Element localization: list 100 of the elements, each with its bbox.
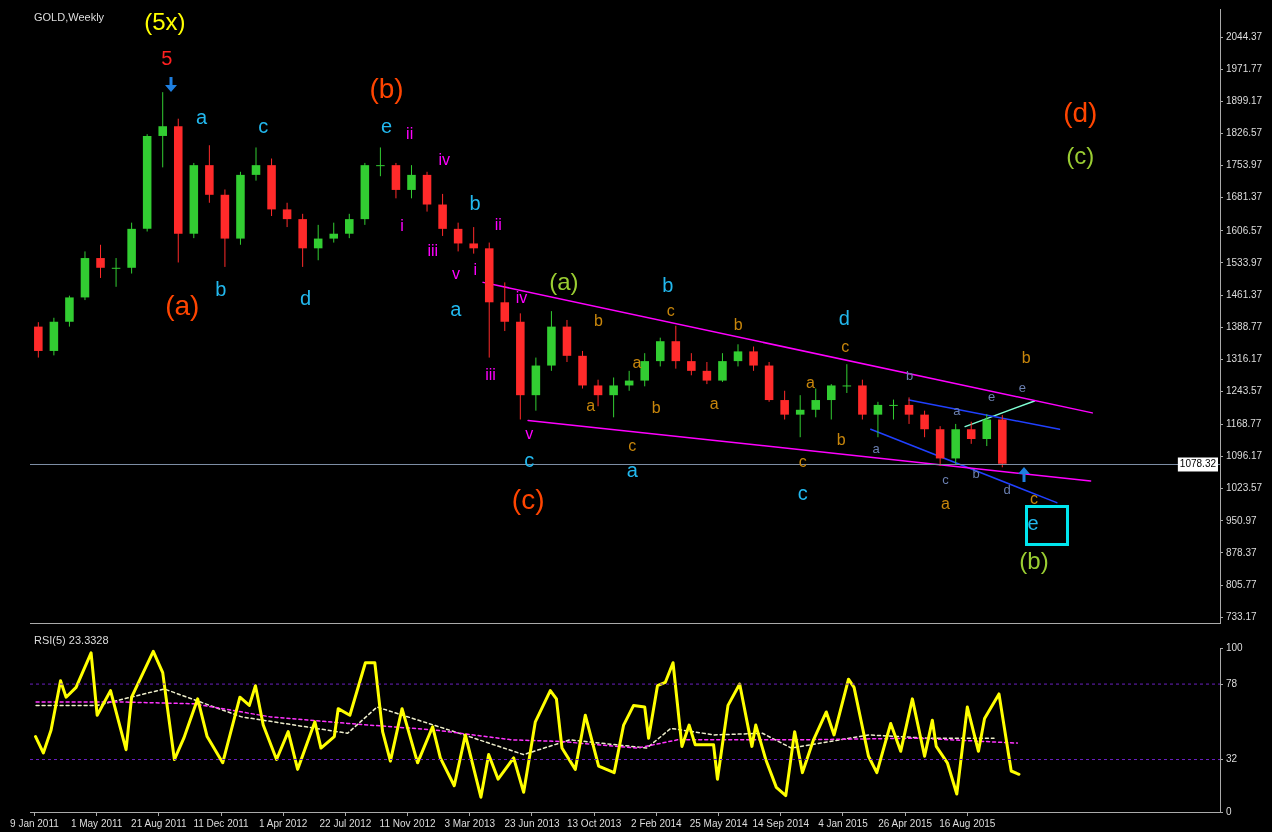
annotation: c	[666, 302, 675, 320]
candlestick	[687, 352, 696, 376]
y-tick-label: 805.77	[1226, 578, 1258, 590]
annotation: d	[838, 307, 850, 330]
candlestick	[671, 325, 681, 370]
y-tick-label: 2044.37	[1226, 30, 1263, 42]
annotation: c	[942, 471, 950, 487]
candlestick	[749, 346, 758, 372]
x-tick-label: 4 Jan 2015	[818, 817, 869, 829]
annotation: (c)	[1066, 142, 1095, 170]
candlestick	[966, 421, 976, 445]
candlestick	[345, 213, 354, 239]
candlestick	[811, 388, 821, 418]
x-tick-label: 14 Sep 2014	[752, 817, 810, 829]
annotation: ii	[406, 124, 414, 142]
y-tick-label: 878.37	[1226, 546, 1258, 558]
annotation: (d)	[1063, 97, 1098, 129]
candlestick	[96, 244, 105, 279]
annotation: iv	[438, 150, 451, 168]
annotation: (5x)	[144, 8, 186, 36]
y-tick-label: 733.17	[1226, 610, 1258, 622]
y-tick-label: 1826.57	[1226, 127, 1263, 139]
annotation: a	[940, 495, 950, 513]
x-tick-label: 1 May 2011	[70, 817, 123, 829]
candlestick	[780, 390, 789, 421]
candlestick	[609, 376, 618, 418]
annotation: (b)	[369, 72, 404, 104]
candlestick	[251, 146, 261, 182]
y-tick-label: 1606.57	[1226, 224, 1263, 236]
candlestick	[718, 352, 727, 383]
annotation: i	[473, 261, 477, 279]
y-tick-label: 1096.17	[1226, 450, 1263, 462]
y-tick-label: 1533.97	[1226, 256, 1263, 268]
x-tick-label: 2 Feb 2014	[631, 817, 683, 829]
y-tick-label: 100	[1226, 641, 1244, 653]
x-tick-label: 3 Mar 2013	[444, 817, 496, 829]
y-tick-label: 78	[1226, 677, 1238, 689]
annotation: c	[1030, 490, 1039, 508]
annotation: a	[626, 458, 639, 481]
annotation: b	[215, 278, 227, 301]
x-tick-label: 16 Aug 2015	[939, 817, 996, 829]
annotation: i	[400, 217, 404, 235]
candlestick	[407, 164, 416, 199]
chart-title: GOLD,Weekly	[34, 10, 105, 23]
annotation: iii	[485, 366, 496, 384]
annotation: d	[300, 286, 312, 309]
y-tick-label: 1316.17	[1226, 353, 1263, 365]
annotation: a	[806, 373, 816, 391]
candlestick	[329, 222, 339, 244]
y-tick-label: 32	[1226, 753, 1238, 765]
candlestick	[904, 396, 914, 425]
y-tick-label: 1388.77	[1226, 320, 1263, 332]
y-tick-label: 1461.37	[1226, 288, 1263, 300]
annotation: (a)	[165, 289, 200, 321]
annotation: e	[1027, 511, 1039, 534]
annotation: b	[469, 192, 481, 215]
annotation: a	[632, 354, 642, 372]
annotation: v	[525, 424, 534, 442]
y-tick-label: 1168.77	[1226, 418, 1262, 430]
candlestick	[873, 401, 883, 438]
line-series	[35, 701, 1019, 749]
candlestick	[376, 146, 385, 177]
chart-title: RSI(5) 23.3328	[34, 633, 109, 646]
annotation: c	[841, 337, 850, 355]
candlestick	[282, 202, 292, 228]
annotation: a	[872, 440, 881, 456]
x-tick-label: 9 Jan 2011	[10, 817, 60, 829]
candlestick	[640, 352, 649, 387]
y-tick-label: 1681.37	[1226, 191, 1263, 203]
annotation: (c)	[511, 483, 545, 515]
annotation: a	[586, 397, 596, 415]
annotation: d	[1003, 481, 1011, 497]
annotation: e	[988, 388, 996, 404]
annotation: c	[797, 482, 808, 505]
y-tick-label: 0	[1226, 805, 1232, 817]
annotation: b	[594, 312, 604, 330]
candlestick	[795, 394, 805, 438]
candlestick	[500, 281, 510, 332]
annotation: b	[733, 316, 743, 334]
x-tick-label: 25 May 2014	[689, 817, 748, 829]
y-tick-label: 1243.57	[1226, 385, 1263, 397]
annotation: c	[258, 114, 269, 137]
candlestick	[469, 226, 478, 255]
y-tick-label: 950.97	[1226, 514, 1258, 526]
ref-line-label: 1078.32	[1179, 458, 1217, 470]
x-tick-label: 22 Jul 2012	[319, 817, 372, 829]
candlestick	[655, 337, 665, 367]
y-tick-label: 1023.57	[1226, 482, 1263, 494]
annotation: b	[836, 430, 846, 448]
annotation: b	[651, 399, 661, 417]
x-tick-label: 21 Aug 2011	[131, 817, 187, 829]
x-tick-label: 13 Oct 2013	[566, 817, 622, 829]
annotation: ii	[494, 216, 502, 234]
annotation: b	[662, 274, 674, 297]
y-tick-label: 1971.77	[1226, 63, 1263, 75]
annotation: v	[451, 265, 460, 283]
annotation: a	[709, 395, 719, 413]
annotation: (a)	[549, 268, 579, 296]
annotation: e	[1018, 379, 1027, 395]
line-series	[35, 688, 995, 756]
